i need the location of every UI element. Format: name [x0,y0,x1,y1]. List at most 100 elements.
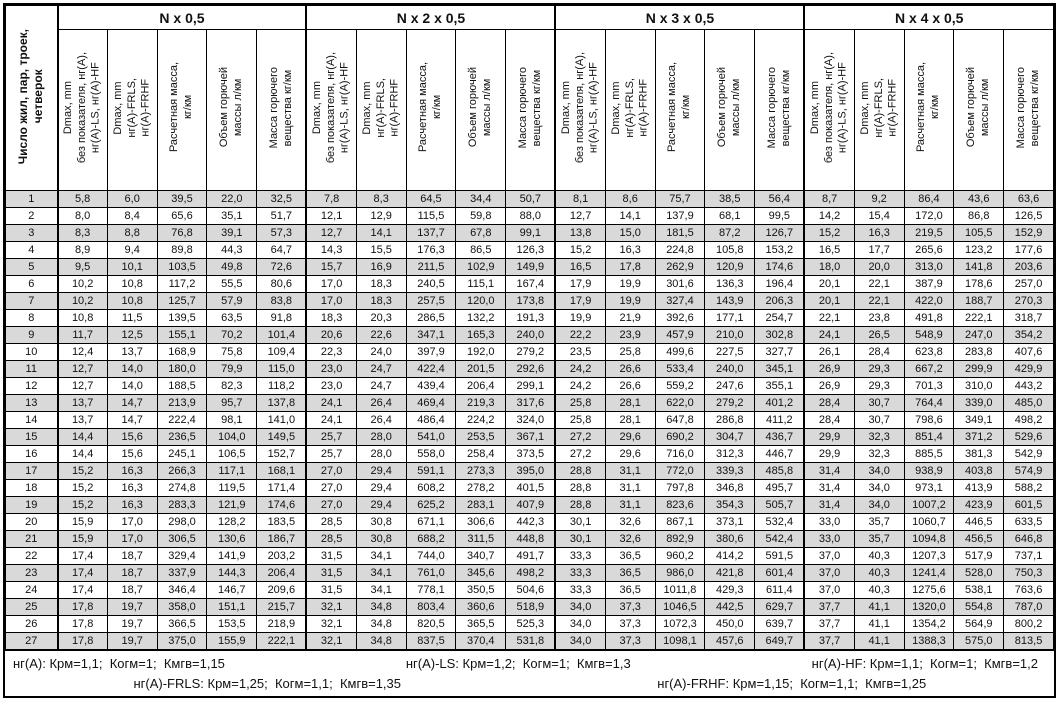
data-cell: 16,3 [106,496,158,514]
data-cell: 18,3 [355,292,407,310]
data-cell: 541,0 [405,428,457,446]
data-cell: 17,8 [604,258,656,276]
data-cell: 15,9 [56,530,108,548]
data-cell: 37,0 [803,547,855,565]
data-cell: 22,2 [554,326,606,344]
data-cell: 12,4 [56,343,108,361]
note-nga-ls: нг(А)-LS: Крм=1,2; Когм=1; Кмгв=1,3 [405,655,631,671]
data-cell: 851,4 [903,428,955,446]
data-cell: 298,0 [156,513,208,531]
row-number-cell: 2 [5,207,58,225]
data-cell: 120,9 [704,258,756,276]
data-cell: 28,4 [803,394,855,412]
data-cell: 491,8 [903,309,955,327]
data-cell: 649,7 [754,632,805,650]
data-cell: 24,0 [355,343,407,361]
data-cell: 19,9 [554,309,606,327]
data-cell: 34,0 [853,479,905,497]
data-cell: 209,6 [256,581,307,599]
data-cell: 19,7 [106,598,158,616]
column-header-label: Расчетная масса, кг/км [417,62,443,153]
data-cell: 744,0 [405,547,457,565]
data-cell: 34,0 [853,462,905,480]
data-cell: 1060,7 [903,513,955,531]
data-cell: 49,8 [206,258,258,276]
data-cell: 24,1 [305,411,357,429]
data-cell: 32,5 [256,190,307,208]
data-cell: 11,7 [56,326,108,344]
data-cell: 12,7 [305,224,357,242]
data-cell: 422,4 [405,360,457,378]
data-cell: 55,5 [206,275,258,293]
data-cell: 601,4 [754,564,805,582]
data-cell: 12,7 [554,207,606,225]
data-cell: 313,0 [903,258,955,276]
data-cell: 28,1 [604,394,656,412]
data-cell: 21,9 [604,309,656,327]
data-cell: 608,2 [405,479,457,497]
data-cell: 155,9 [206,632,258,650]
data-cell: 99,5 [754,207,805,225]
data-cell: 366,5 [156,615,208,633]
column-header: Масса горючего вещества кг/км [256,29,307,191]
data-cell: 973,1 [903,479,955,497]
data-cell: 227,5 [704,343,756,361]
data-cell: 240,0 [704,360,756,378]
data-cell: 17,8 [56,632,108,650]
data-cell: 126,5 [1003,207,1054,225]
data-cell: 115,5 [405,207,457,225]
data-cell: 411,2 [754,411,805,429]
data-cell: 115,0 [256,360,307,378]
table-row: 8 10,8 11,5 139,5 63,5 91,8 18,3 20,3 286,5 132,2… [5,309,1054,327]
column-header: Расчетная масса, кг/км [903,29,955,191]
data-cell: 28,8 [554,462,606,480]
column-header-label: Dmax, mm нг(А)-FRLS, нг(А)-FRHF [360,77,401,138]
table-row: 21 15,9 17,0 306,5 130,6 186,7 28,5 30,8 688,2 31… [5,530,1054,548]
data-cell: 279,2 [505,343,556,361]
data-cell: 29,6 [604,445,656,463]
data-cell: 837,5 [405,632,457,650]
column-header-label: Dmax, mm нг(А)-FRLS, нг(А)-FRHF [111,77,152,138]
data-cell: 797,8 [654,479,706,497]
data-cell: 28,0 [355,445,407,463]
data-cell: 15,2 [56,462,108,480]
data-cell: 27,0 [305,496,357,514]
data-cell: 373,5 [505,445,556,463]
data-cell: 18,3 [355,275,407,293]
data-cell: 554,8 [953,598,1005,616]
data-cell: 213,9 [156,394,208,412]
data-cell: 283,3 [156,496,208,514]
data-cell: 701,3 [903,377,955,395]
data-cell: 457,6 [704,632,756,650]
data-cell: 151,1 [206,598,258,616]
data-cell: 257,0 [1003,275,1054,293]
data-cell: 306,5 [156,530,208,548]
data-cell: 542,9 [1003,445,1054,463]
data-cell: 32,3 [853,428,905,446]
data-cell: 800,2 [1003,615,1054,633]
row-number-cell: 6 [5,275,58,293]
row-number-cell: 18 [5,479,58,497]
data-cell: 960,2 [654,547,706,565]
data-cell: 155,1 [156,326,208,344]
data-cell: 86,5 [455,241,507,259]
data-cell: 1098,1 [654,632,706,650]
data-cell: 13,7 [56,394,108,412]
data-cell: 448,8 [505,530,556,548]
data-cell: 559,2 [654,377,706,395]
column-header-label: Dmax, mm нг(А)-FRLS, нг(А)-FRHF [858,77,899,138]
data-cell: 17,9 [554,275,606,293]
data-cell: 407,9 [505,496,556,514]
table-row: 1 5,8 6,0 39,5 22,0 32,5 7,8 8,3 64,5 34,4 50,7 8,1… [5,190,1054,208]
data-cell: 240,5 [405,275,457,293]
data-cell: 19,7 [106,632,158,650]
data-cell: 23,8 [853,309,905,327]
data-cell: 15,2 [803,224,855,242]
data-cell: 517,9 [953,547,1005,565]
data-cell: 10,8 [56,309,108,327]
data-cell: 8,3 [355,190,407,208]
data-cell: 40,3 [853,564,905,582]
data-cell: 128,2 [206,513,258,531]
data-cell: 12,1 [305,207,357,225]
data-cell: 153,2 [754,241,805,259]
